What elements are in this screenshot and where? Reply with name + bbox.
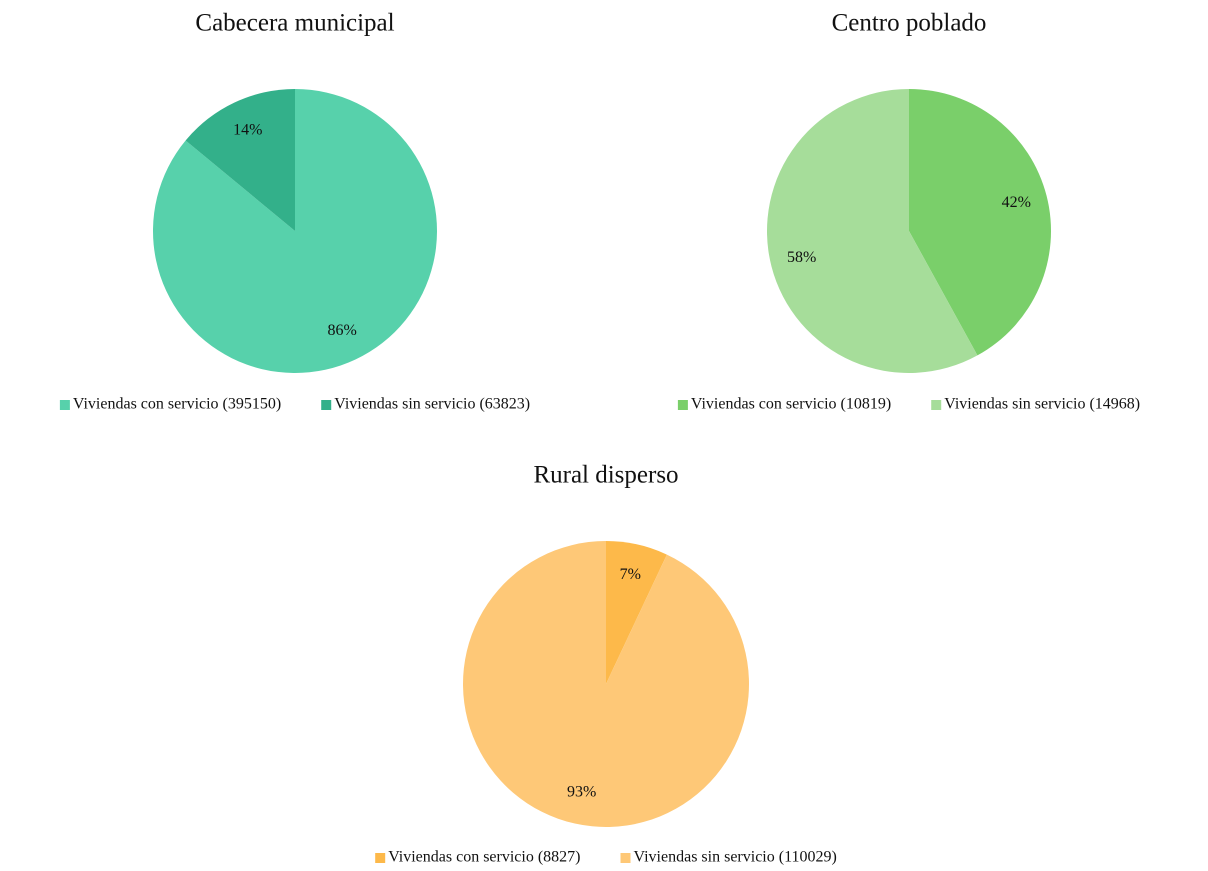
legend: Viviendas con servicio (10819) Viviendas … [677, 396, 1140, 413]
data-label: 93% [567, 784, 596, 801]
legend: Viviendas con servicio (8827) Viviendas s… [375, 849, 837, 866]
legend: Viviendas con servicio (395150) Viviendas… [59, 396, 530, 413]
legend-swatch [375, 853, 386, 863]
legend-label: Viviendas con servicio (8827) [388, 849, 580, 866]
data-label: 58% [787, 249, 816, 266]
pie-slice [462, 541, 749, 828]
data-label: 42% [1002, 194, 1031, 211]
legend-swatch [321, 400, 332, 410]
pie-slice [767, 89, 978, 373]
legend-label: Viviendas sin servicio (63823) [334, 396, 530, 413]
pie-slice [909, 89, 1051, 356]
chart-title: Rural disperso [533, 462, 678, 489]
pie-slice [185, 89, 295, 231]
chart-title: Cabecera municipal [195, 10, 394, 37]
data-label: 7% [620, 566, 641, 583]
legend-label: Viviendas sin servicio (14968) [944, 396, 1140, 413]
legend-label: Viviendas con servicio (395150) [73, 396, 281, 413]
legend-swatch [677, 400, 688, 410]
legend-label: Viviendas con servicio (10819) [691, 396, 891, 413]
legend-label: Viviendas sin servicio (110029) [634, 849, 837, 866]
pie-slice [606, 541, 667, 684]
data-label: 14% [233, 121, 262, 138]
chart-title: Centro poblado [832, 10, 987, 37]
legend-swatch [931, 400, 942, 410]
legend-swatch [620, 853, 631, 863]
data-label: 86% [327, 322, 356, 339]
legend-swatch [59, 400, 70, 410]
